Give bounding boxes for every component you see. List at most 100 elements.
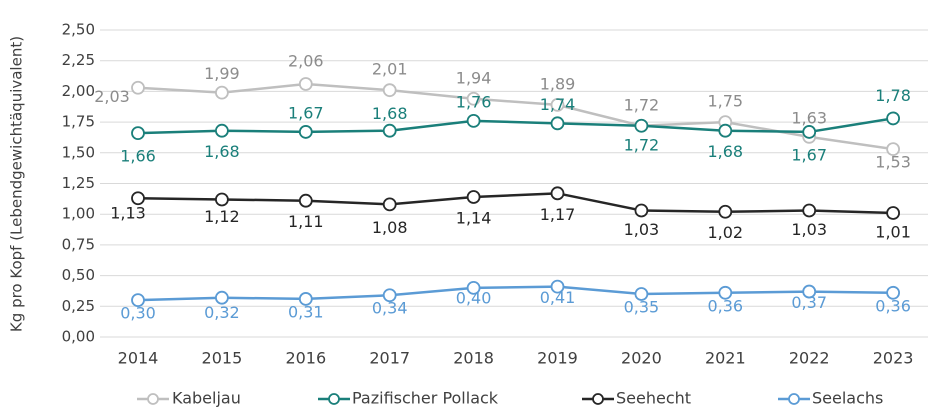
x-tick-label: 2022 — [789, 349, 830, 368]
data-label: 0,32 — [204, 303, 240, 322]
data-label: 2,01 — [372, 60, 408, 79]
y-tick-label: 0,25 — [62, 297, 95, 315]
data-label: 0,37 — [791, 293, 827, 312]
data-label: 0,36 — [707, 296, 743, 315]
point — [718, 123, 733, 138]
point — [382, 123, 397, 138]
data-label: 1,76 — [456, 92, 492, 111]
point — [214, 290, 229, 305]
y-tick-label: 0,75 — [62, 235, 95, 253]
point — [298, 193, 313, 208]
point — [718, 204, 733, 219]
data-label: 1,53 — [875, 153, 911, 172]
point — [802, 125, 817, 139]
point — [886, 285, 900, 300]
data-label: 1,78 — [875, 86, 911, 105]
legend-marker — [147, 393, 159, 405]
data-label: 1,74 — [540, 95, 576, 114]
data-label: 1,12 — [204, 207, 240, 226]
data-label: 1,72 — [624, 135, 660, 154]
point — [550, 186, 565, 201]
data-label: 1,11 — [288, 212, 324, 231]
point — [886, 206, 900, 220]
data-label: 2,06 — [288, 52, 324, 71]
series-line — [137, 192, 894, 215]
point — [634, 287, 649, 301]
point — [214, 85, 229, 100]
point — [466, 113, 481, 128]
point — [802, 284, 817, 299]
legend-marker — [592, 393, 604, 405]
data-label: 1,99 — [204, 64, 240, 83]
data-label: 1,72 — [624, 95, 660, 114]
data-label: 1,68 — [372, 104, 408, 123]
data-label: 0,40 — [456, 288, 492, 307]
legend-label: Seelachs — [812, 389, 883, 408]
legend-label: Kabeljau — [172, 389, 241, 408]
point — [550, 279, 565, 294]
point — [550, 116, 565, 131]
data-label: 1,03 — [791, 220, 827, 239]
y-tick-label: 2,00 — [62, 82, 95, 100]
point — [382, 288, 397, 303]
point — [634, 203, 649, 218]
data-label: 0,31 — [288, 302, 324, 321]
point — [298, 77, 313, 91]
y-tick-label: 2,25 — [62, 51, 95, 69]
point — [131, 293, 145, 308]
point — [298, 292, 313, 306]
point — [214, 123, 229, 138]
legend-label: Seehecht — [616, 389, 691, 408]
x-tick-label: 2017 — [369, 349, 410, 368]
legend-label: Pazifischer Pollack — [352, 389, 499, 408]
x-tick-label: 2015 — [202, 349, 243, 368]
y-tick-label: 1,50 — [62, 143, 95, 161]
point — [886, 142, 900, 157]
series-line — [137, 117, 894, 135]
data-label: 1,89 — [540, 74, 576, 93]
data-label: 0,35 — [624, 298, 660, 317]
y-tick-label: 1,25 — [62, 174, 95, 192]
series-line — [137, 285, 894, 302]
point — [131, 191, 145, 206]
point — [298, 125, 313, 139]
data-label: 1,68 — [204, 142, 240, 161]
data-label: 1,68 — [707, 142, 743, 161]
y-axis-label: Kg pro Kopf (Lebendgewichtäquivalent) — [8, 36, 26, 332]
data-label: 1,13 — [110, 204, 146, 223]
point — [382, 197, 397, 212]
point — [634, 118, 649, 133]
point — [131, 126, 145, 141]
point — [214, 192, 229, 207]
y-tick-label: 0,00 — [62, 328, 95, 346]
point — [802, 203, 817, 218]
x-tick-label: 2016 — [285, 349, 326, 368]
data-label: 1,17 — [540, 205, 576, 224]
point — [550, 98, 565, 112]
data-label: 1,02 — [707, 223, 743, 242]
data-label: 0,30 — [120, 304, 156, 323]
data-label: 1,14 — [456, 209, 492, 228]
data-label: 0,41 — [540, 288, 576, 307]
point — [466, 190, 481, 204]
data-label: 1,01 — [875, 222, 911, 241]
y-tick-label: 1,75 — [62, 113, 95, 131]
y-tick-label: 0,50 — [62, 266, 95, 284]
legend-marker — [328, 393, 340, 405]
point — [131, 80, 145, 95]
data-label: 0,34 — [372, 299, 408, 318]
point — [382, 83, 397, 98]
x-tick-label: 2020 — [621, 349, 662, 368]
data-label: 2,03 — [94, 87, 130, 106]
data-label: 1,67 — [288, 103, 324, 122]
y-tick-label: 1,00 — [62, 205, 95, 223]
x-tick-label: 2014 — [118, 349, 159, 368]
x-tick-label: 2021 — [705, 349, 746, 368]
data-label: 1,63 — [791, 108, 827, 127]
x-tick-label: 2023 — [873, 349, 914, 368]
data-label: 1,94 — [456, 68, 492, 87]
point — [718, 285, 733, 300]
point — [886, 111, 900, 126]
point — [466, 280, 481, 295]
